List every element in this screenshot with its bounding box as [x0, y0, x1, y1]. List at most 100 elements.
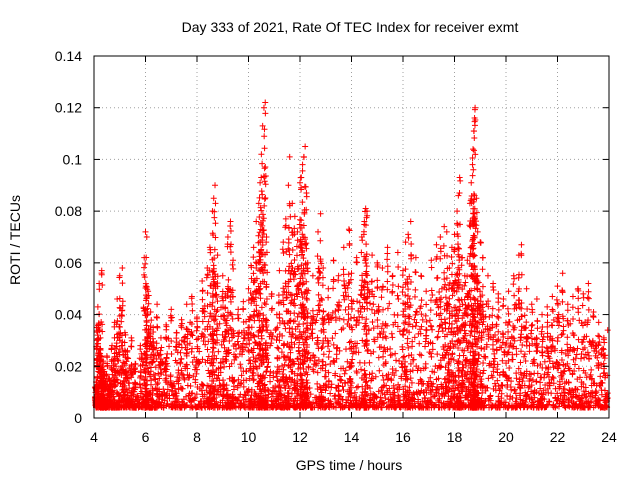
spike-point	[301, 183, 308, 190]
background-point	[132, 368, 139, 375]
spike-point	[178, 322, 185, 329]
background-point	[341, 370, 348, 377]
spike-point	[544, 319, 551, 326]
background-point	[185, 374, 192, 381]
background-point	[114, 369, 121, 376]
spike-point	[470, 166, 477, 173]
spike-point	[189, 307, 196, 314]
background-point	[441, 316, 448, 323]
spike-point	[173, 344, 180, 351]
background-point	[186, 340, 193, 347]
background-point	[559, 331, 566, 338]
background-point	[482, 354, 489, 361]
background-point	[129, 398, 136, 405]
spike-point	[235, 315, 242, 322]
background-point	[249, 372, 256, 379]
background-point	[416, 326, 423, 333]
spike-point	[168, 314, 175, 321]
background-point	[175, 369, 182, 376]
background-point	[178, 367, 185, 374]
background-point	[181, 376, 188, 383]
spike-point	[298, 217, 305, 224]
spike-point	[479, 283, 486, 290]
spike-point	[471, 147, 478, 154]
background-point	[168, 388, 175, 395]
spike-point	[384, 250, 391, 257]
background-point	[356, 299, 363, 306]
background-point	[485, 375, 492, 382]
background-point	[539, 349, 546, 356]
spike-point	[100, 375, 107, 382]
background-point	[143, 359, 150, 366]
spike-point	[368, 306, 375, 313]
background-point	[177, 349, 184, 356]
background-point	[322, 373, 329, 380]
spike-point	[148, 317, 155, 324]
background-point	[163, 390, 170, 397]
spike-point	[199, 318, 206, 325]
background-point	[189, 390, 196, 397]
spike-point	[188, 345, 195, 352]
background-point	[143, 365, 150, 372]
spike-point	[394, 312, 401, 319]
spike-point	[534, 317, 541, 324]
spike-point	[96, 286, 103, 293]
spike-point	[124, 375, 131, 382]
background-point	[331, 393, 338, 400]
background-point	[110, 393, 117, 400]
background-point	[193, 391, 200, 398]
background-point	[429, 326, 436, 333]
background-point	[442, 294, 449, 301]
spike-point	[384, 268, 391, 275]
background-point	[199, 391, 206, 398]
background-point	[205, 353, 212, 360]
spike-point	[193, 327, 200, 334]
background-point	[314, 369, 321, 376]
background-point	[401, 320, 408, 327]
background-point	[273, 370, 280, 377]
background-point	[261, 178, 268, 185]
background-point	[198, 330, 205, 337]
spike-point	[137, 372, 144, 379]
spike-point	[325, 294, 332, 301]
background-point	[304, 296, 311, 303]
background-point	[324, 343, 331, 350]
spike-point	[408, 241, 415, 248]
background-point	[166, 395, 173, 402]
background-point	[201, 313, 208, 320]
spike-point	[428, 287, 435, 294]
spike-point	[394, 292, 401, 299]
spike-point	[336, 302, 343, 309]
background-point	[190, 373, 197, 380]
background-point	[361, 367, 368, 374]
background-point	[203, 387, 210, 394]
spike-point	[106, 383, 113, 390]
spike-point	[184, 346, 191, 353]
spike-point	[255, 232, 262, 239]
background-point	[202, 341, 209, 348]
background-point	[169, 382, 176, 389]
spike-point	[389, 282, 396, 289]
spike-point	[309, 307, 316, 314]
background-point	[363, 263, 370, 270]
background-point	[133, 396, 140, 403]
background-point	[182, 393, 189, 400]
background-point	[142, 373, 149, 380]
spike-point	[408, 251, 415, 258]
spike-point	[145, 329, 152, 336]
spike-point	[462, 279, 469, 286]
spike-point	[178, 356, 185, 363]
background-point	[186, 372, 193, 379]
spike-point	[539, 343, 546, 350]
spike-point	[212, 220, 219, 227]
background-point	[521, 312, 528, 319]
background-point	[378, 294, 385, 301]
background-point	[281, 354, 288, 361]
spike-point	[555, 301, 561, 308]
background-point	[166, 343, 173, 350]
background-point	[121, 362, 128, 369]
spike-point	[154, 323, 161, 330]
background-point	[357, 291, 364, 298]
spike-point	[250, 270, 257, 277]
background-point	[521, 351, 528, 358]
